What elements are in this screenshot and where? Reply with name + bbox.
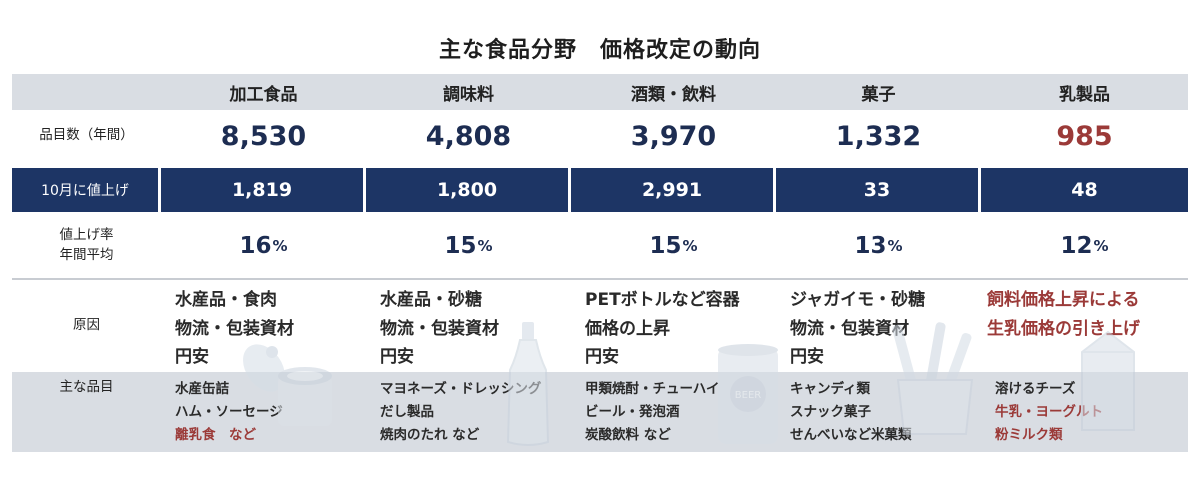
rate-number: 12 <box>1060 233 1093 259</box>
october-value: 48 <box>981 168 1188 212</box>
item-line: 牛乳・ヨーグルト <box>995 404 1103 421</box>
row-label: 品目数（年間） <box>39 127 134 144</box>
cause-cell: ジャガイモ・砂糖 物流・包装資材 円安 <box>776 280 981 372</box>
column-header: 酒類・飲料 <box>631 84 716 105</box>
main-items-row: 主な品目 水産缶詰 ハム・ソーセージ 離乳食 など マヨネーズ・ドレッシング だ… <box>12 372 1188 452</box>
item-line: マヨネーズ・ドレッシング <box>380 381 542 397</box>
cause-line: 円安 <box>175 347 209 368</box>
cause-line: 物流・包装資材 <box>380 318 499 339</box>
rate-number: 15 <box>649 233 682 259</box>
row-label: 原因 <box>73 317 100 334</box>
page-title: 主な食品分野 価格改定の動向 <box>438 38 761 63</box>
row-label: 値上げ率 年間平均 <box>12 216 161 276</box>
item-line: ハム・ソーセージ <box>175 404 283 421</box>
cause-line: 価格の上昇 <box>585 318 670 339</box>
item-line: 焼肉のたれ など <box>380 427 480 444</box>
rate-value: 13% <box>776 216 981 276</box>
cause-row: 原因 水産品・食肉 物流・包装資材 円安 水産品・砂糖 物流・包装資材 円安 P… <box>12 280 1188 372</box>
items-cell: 溶けるチーズ 牛乳・ヨーグルト 粉ミルク類 <box>981 372 1188 452</box>
cause-cell: PETボトルなど容器 価格の上昇 円安 <box>571 280 776 372</box>
rate-number: 15 <box>444 233 477 259</box>
cause-line: 円安 <box>790 347 824 368</box>
row-label: 10月に値上げ <box>12 168 161 212</box>
item-count-value: 3,970 <box>630 120 717 152</box>
cause-line: 円安 <box>585 347 619 368</box>
items-cell: 水産缶詰 ハム・ソーセージ 離乳食 など <box>161 372 366 452</box>
column-header: 菓子 <box>861 84 896 105</box>
rate-unit: % <box>682 237 698 255</box>
cause-cell: 飼料価格上昇による 生乳価格の引き上げ <box>981 280 1188 372</box>
rate-number: 16 <box>239 233 272 259</box>
october-value: 2,991 <box>571 168 776 212</box>
item-count-value: 985 <box>1056 120 1113 152</box>
cause-line: 円安 <box>380 347 414 368</box>
cause-line: ジャガイモ・砂糖 <box>790 290 926 310</box>
price-table: 加工食品 調味料 酒類・飲料 菓子 乳製品 品目数（年間） 8,530 4,80… <box>12 74 1188 452</box>
items-cell: キャンディ類 スナック菓子 せんべいなど米菓類 <box>776 372 981 452</box>
item-line: 甲類焼酎・チューハイ <box>585 381 720 397</box>
rate-number: 13 <box>854 233 887 259</box>
item-line: ビール・発泡酒 <box>585 404 680 421</box>
item-line: 離乳食 など <box>175 427 256 444</box>
item-count-value: 4,808 <box>425 120 512 152</box>
row-label-line: 年間平均 <box>59 247 114 263</box>
row-label: 主な品目 <box>59 379 114 395</box>
rate-value: 15% <box>571 216 776 276</box>
item-line: 粉ミルク類 <box>995 427 1063 444</box>
rate-value: 12% <box>981 216 1188 276</box>
cause-cell: 水産品・砂糖 物流・包装資材 円安 <box>366 280 571 372</box>
increase-rate-row: 値上げ率 年間平均 16% 15% 15% 13% 12% <box>12 216 1188 276</box>
cause-cell: 水産品・食肉 物流・包装資材 円安 <box>161 280 366 372</box>
rate-value: 16% <box>161 216 366 276</box>
column-header: 調味料 <box>443 84 494 105</box>
item-count-value: 1,332 <box>835 120 922 152</box>
row-divider <box>12 278 1188 280</box>
cause-line: 水産品・砂糖 <box>380 290 482 310</box>
cause-line: 飼料価格上昇による <box>987 290 1140 310</box>
column-header: 乳製品 <box>1059 84 1110 105</box>
row-label-line: 値上げ率 <box>59 227 114 244</box>
item-line: 炭酸飲料 など <box>585 427 671 444</box>
item-line: スナック菓子 <box>790 404 871 421</box>
rate-value: 15% <box>366 216 571 276</box>
item-line: せんべいなど米菓類 <box>790 427 912 444</box>
item-line: キャンディ類 <box>790 381 871 397</box>
rate-unit: % <box>477 237 493 255</box>
column-header: 加工食品 <box>229 84 298 105</box>
rate-unit: % <box>887 237 903 255</box>
item-count-value: 8,530 <box>220 120 307 152</box>
item-line: だし製品 <box>380 404 434 421</box>
cause-line: 生乳価格の引き上げ <box>987 318 1140 339</box>
header-corner <box>12 74 161 110</box>
cause-line: 水産品・食肉 <box>175 290 277 310</box>
item-line: 水産缶詰 <box>175 381 229 397</box>
items-cell: 甲類焼酎・チューハイ ビール・発泡酒 炭酸飲料 など <box>571 372 776 452</box>
item-line: 溶けるチーズ <box>995 381 1076 397</box>
rate-unit: % <box>272 237 288 255</box>
cause-line: 物流・包装資材 <box>790 318 909 339</box>
cause-line: 物流・包装資材 <box>175 318 294 339</box>
october-value: 1,800 <box>366 168 571 212</box>
october-value: 1,819 <box>161 168 366 212</box>
cause-line: PETボトルなど容器 <box>585 290 740 310</box>
october-value: 33 <box>776 168 981 212</box>
table-header-row: 加工食品 調味料 酒類・飲料 菓子 乳製品 <box>12 74 1188 110</box>
october-increase-row: 10月に値上げ 1,819 1,800 2,991 33 48 <box>12 168 1188 212</box>
items-cell: マヨネーズ・ドレッシング だし製品 焼肉のたれ など <box>366 372 571 452</box>
item-count-row: 品目数（年間） 8,530 4,808 3,970 1,332 985 <box>12 110 1188 162</box>
rate-unit: % <box>1093 237 1109 255</box>
